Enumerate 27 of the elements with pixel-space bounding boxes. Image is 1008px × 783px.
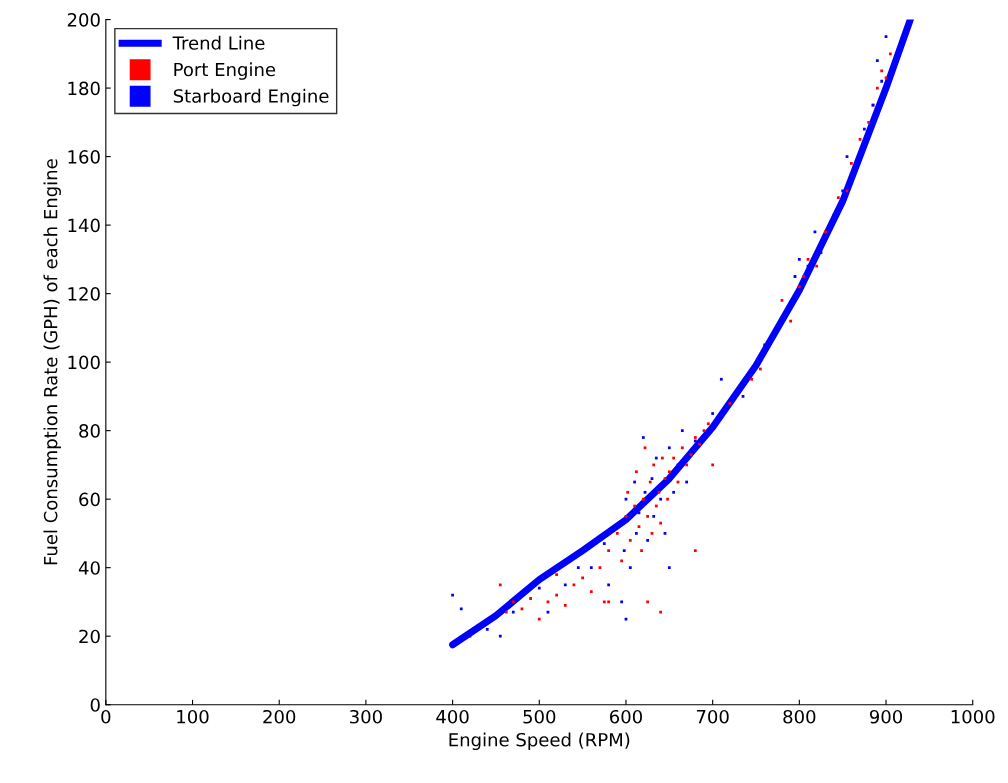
y-tick-label: 80 [79, 424, 100, 438]
y-tick-label: 160 [68, 150, 100, 164]
x-tick-label: 600 [610, 709, 642, 724]
x-tick-label: 400 [436, 709, 469, 724]
legend-label: Starboard Engine [173, 88, 329, 107]
y-tick-label: 180 [68, 81, 100, 96]
x-tick-label: 900 [869, 709, 903, 724]
y-axis-title: Fuel Consumption Rate (GPH) of each Engine [43, 159, 61, 565]
x-tick-label: 0 [101, 709, 111, 724]
x-tick-label: 1000 [951, 709, 995, 724]
y-tick-label: 20 [79, 629, 100, 644]
y-tick-label: 200 [67, 13, 100, 27]
y-tick-label: 100 [68, 355, 100, 370]
x-tick-label: 300 [350, 709, 382, 724]
legend-label: Trend Line [172, 35, 265, 50]
y-tick-label: 40 [78, 561, 100, 575]
x-tick-label: 800 [783, 709, 816, 724]
y-tick-label: 140 [68, 218, 100, 233]
legend-label: Port Engine [174, 62, 276, 80]
y-tick-label: 60 [79, 492, 100, 507]
y-tick-label: 120 [68, 287, 100, 301]
x-tick-label: 100 [177, 709, 209, 724]
x-tick-label: 200 [263, 709, 296, 724]
x-tick-label: 500 [523, 709, 556, 724]
y-tick-label: 0 [90, 698, 100, 712]
x-axis-title: Engine Speed (RPM) [449, 732, 630, 751]
x-tick-label: 700 [696, 709, 729, 724]
